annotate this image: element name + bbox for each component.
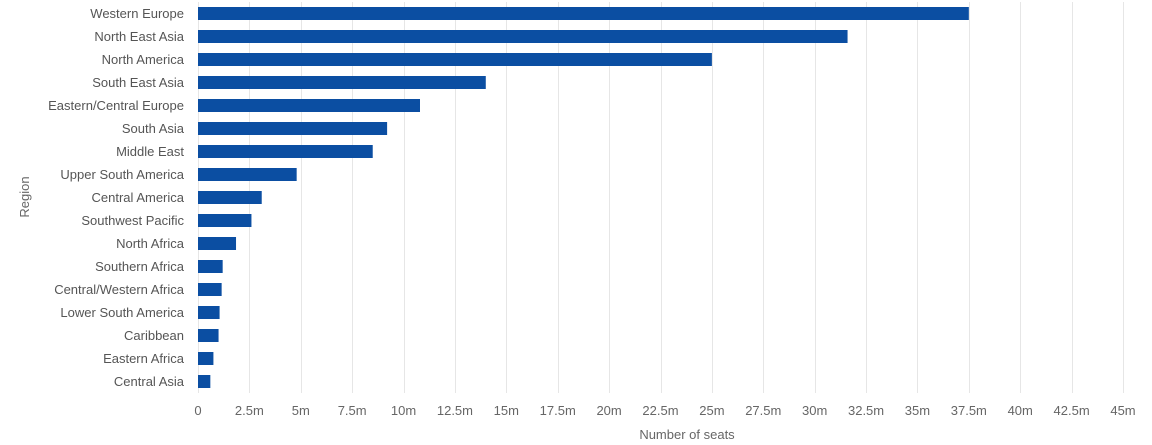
bar[interactable] — [198, 352, 214, 365]
category-label: Central America — [92, 190, 185, 205]
x-tick-label: 37.5m — [951, 403, 987, 418]
category-label: Southern Africa — [95, 259, 185, 274]
x-tick-label: 22.5m — [642, 403, 678, 418]
x-tick-label: 0 — [194, 403, 201, 418]
bar[interactable] — [198, 329, 219, 342]
x-tick-label: 12.5m — [437, 403, 473, 418]
x-tick-label: 5m — [292, 403, 310, 418]
x-axis-title: Number of seats — [639, 427, 735, 442]
x-tick-label: 17.5m — [540, 403, 576, 418]
bar[interactable] — [198, 375, 211, 388]
category-label: South East Asia — [92, 75, 185, 90]
bar[interactable] — [198, 53, 712, 66]
x-tick-label: 2.5m — [235, 403, 264, 418]
bar[interactable] — [198, 99, 420, 112]
category-label: North East Asia — [94, 29, 184, 44]
y-axis-title: Region — [17, 176, 32, 217]
x-tick-label: 40m — [1008, 403, 1033, 418]
bar[interactable] — [198, 237, 237, 250]
category-label: Lower South America — [60, 305, 184, 320]
category-label: Eastern/Central Europe — [48, 98, 184, 113]
category-label: Eastern Africa — [103, 351, 185, 366]
x-tick-label: 7.5m — [338, 403, 367, 418]
x-tick-label: 32.5m — [848, 403, 884, 418]
bar[interactable] — [198, 260, 223, 273]
category-label: Middle East — [116, 144, 184, 159]
bar[interactable] — [198, 30, 848, 43]
bar[interactable] — [198, 191, 262, 204]
x-tick-labels: 0 2.5m 5m 7.5m 10m 12.5m 15m 17.5m 20m 22.5m 25m 27… — [194, 403, 1135, 418]
grid — [198, 2, 1124, 393]
x-tick-label: 10m — [391, 403, 416, 418]
bar[interactable] — [198, 168, 297, 181]
bar[interactable] — [198, 7, 969, 20]
x-tick-label: 20m — [596, 403, 621, 418]
x-tick-label: 15m — [494, 403, 519, 418]
category-labels: Western Europe North East Asia North Ameri… — [48, 6, 185, 389]
x-tick-label: 45m — [1110, 403, 1135, 418]
bar[interactable] — [198, 306, 220, 319]
category-label: Upper South America — [60, 167, 184, 182]
category-label: Caribbean — [124, 328, 184, 343]
category-label: Central Asia — [114, 374, 185, 389]
category-label: Central/Western Africa — [54, 282, 185, 297]
bars — [198, 7, 969, 388]
bar[interactable] — [198, 283, 222, 296]
x-tick-label: 42.5m — [1054, 403, 1090, 418]
x-tick-label: 30m — [802, 403, 827, 418]
category-label: Southwest Pacific — [81, 213, 184, 228]
category-label: North America — [102, 52, 185, 67]
x-tick-label: 27.5m — [745, 403, 781, 418]
x-tick-label: 35m — [905, 403, 930, 418]
bar[interactable] — [198, 122, 388, 135]
x-tick-label: 25m — [699, 403, 724, 418]
bar[interactable] — [198, 76, 486, 89]
category-label: North Africa — [116, 236, 185, 251]
category-label: Western Europe — [90, 6, 184, 21]
category-label: South Asia — [122, 121, 185, 136]
bar[interactable] — [198, 214, 252, 227]
bar[interactable] — [198, 145, 373, 158]
